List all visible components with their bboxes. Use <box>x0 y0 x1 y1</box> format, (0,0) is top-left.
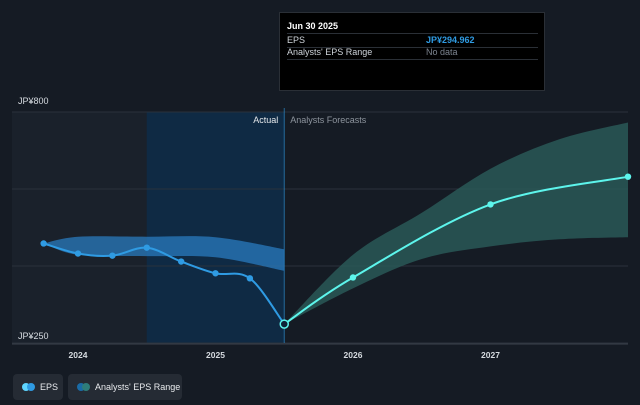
eps-point <box>246 275 254 282</box>
legend-range-swatch <box>77 383 85 391</box>
tooltip-row-range: Analysts' EPS Range No data <box>287 46 538 60</box>
eps-point <box>212 270 219 277</box>
eps-point <box>40 240 47 247</box>
y-tick-label: JP¥250 <box>18 331 49 341</box>
forecast-region-label: Analysts Forecasts <box>290 115 367 125</box>
actual-region-label: Actual <box>253 115 278 125</box>
eps-point <box>279 319 289 329</box>
legend-eps-swatch <box>22 383 30 391</box>
legend-eps-label: EPS <box>40 382 59 392</box>
chart-labels: JP¥800 JP¥250 2024 2025 2026 2027 Actual Analys… <box>18 96 500 360</box>
legend-range-label: Analysts' EPS Range <box>95 382 181 392</box>
forecast-line <box>283 175 629 325</box>
forecast-point <box>487 201 494 208</box>
highlight-region <box>146 112 285 343</box>
tooltip-row-eps: EPS JP¥294.962 <box>287 33 538 48</box>
y-tick-label: JP¥800 <box>18 96 49 106</box>
eps-point <box>74 250 82 257</box>
x-tick-label: 2026 <box>344 350 363 360</box>
legend-range-swatch-secondary <box>82 383 90 391</box>
tooltip-eps-label: EPS <box>287 35 306 45</box>
x-tick-label: 2024 <box>69 350 88 360</box>
tooltip-range-value: No data <box>426 47 458 57</box>
legend-eps-swatch-secondary <box>27 383 35 391</box>
tooltip-range-label: Analysts' EPS Range <box>287 47 373 57</box>
forecast-range-band <box>284 122 628 325</box>
eps-point <box>109 252 116 259</box>
eps-point <box>177 258 185 265</box>
eps-tooltip: Jun 30 2025 EPS JP¥294.962 Analysts' EPS… <box>279 12 545 91</box>
legend-range-button[interactable]: Analysts' EPS Range <box>68 374 182 400</box>
forecast-point <box>349 274 357 281</box>
eps-point <box>143 244 150 251</box>
eps-lines <box>40 173 632 329</box>
x-tick-label: 2025 <box>206 350 225 360</box>
forecast-point <box>624 173 632 180</box>
tooltip-eps-value: JP¥294.962 <box>426 35 475 45</box>
legend-eps-button[interactable]: EPS <box>13 374 63 400</box>
x-tick-label: 2027 <box>481 350 500 360</box>
chart-background <box>12 112 285 343</box>
tooltip-date: Jun 30 2025 <box>287 21 339 31</box>
